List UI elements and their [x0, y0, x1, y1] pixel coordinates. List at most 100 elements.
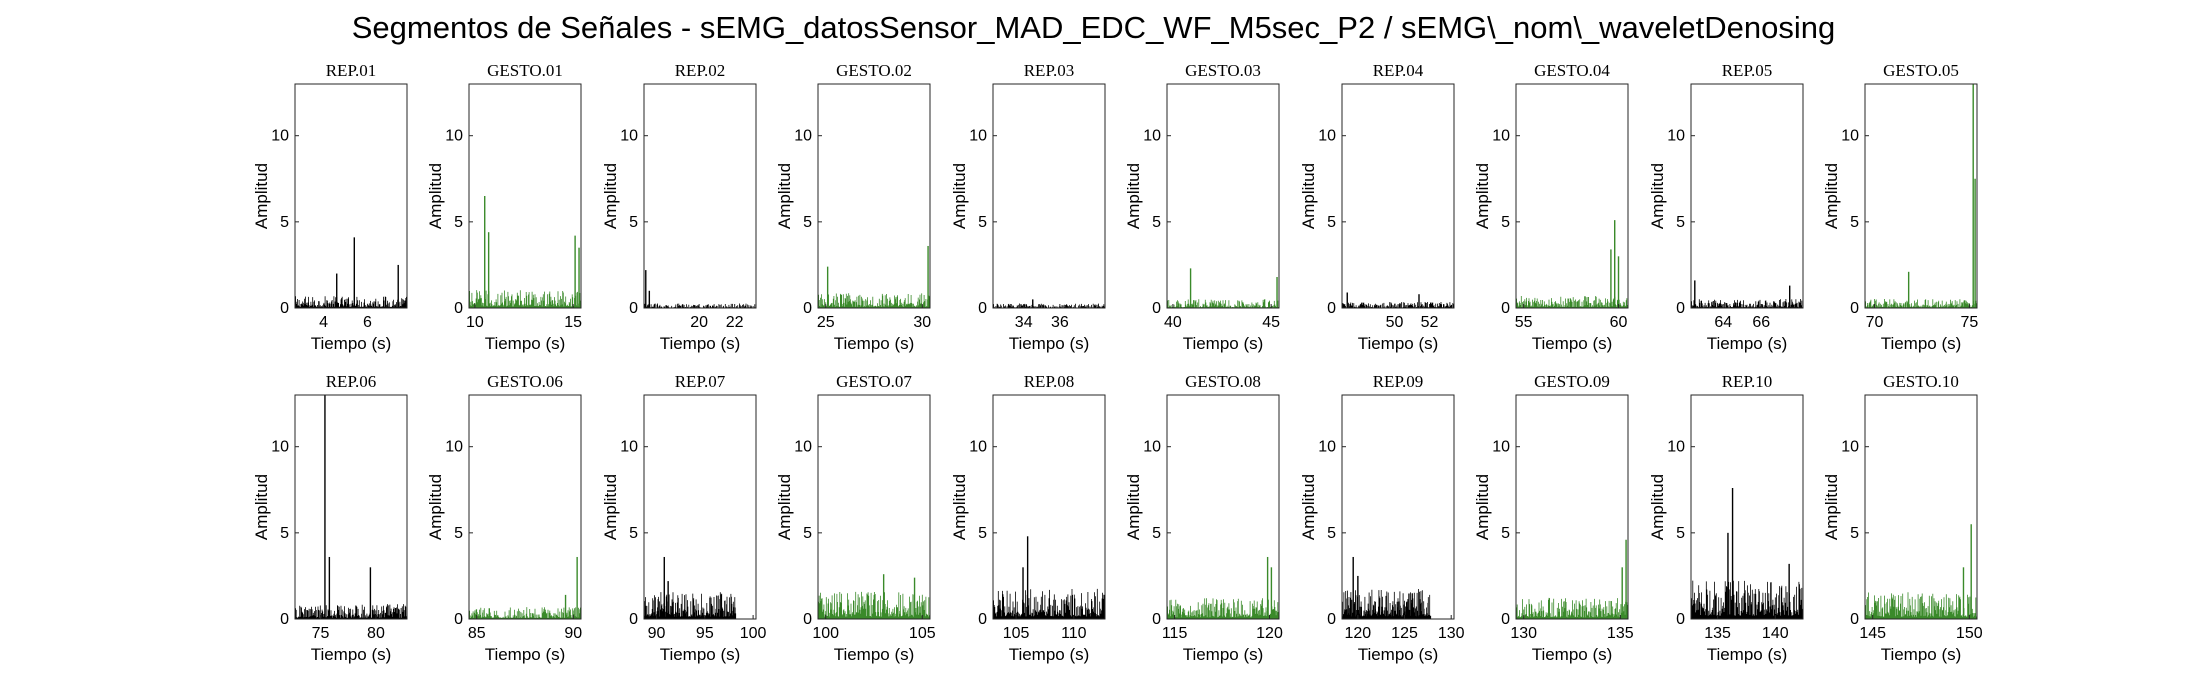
x-tick-label: 90 — [648, 625, 666, 642]
x-tick-label: 4 — [319, 314, 328, 331]
y-axis-label: Amplitud — [252, 474, 271, 540]
x-tick-label: 105 — [909, 625, 936, 642]
y-tick-label: 10 — [620, 439, 638, 456]
x-tick-label: 20 — [690, 314, 708, 331]
y-tick-label: 10 — [1492, 128, 1510, 145]
signal-trace — [1341, 302, 1455, 308]
subplot-title: GESTO.01 — [487, 61, 563, 80]
subplot-gesto-01: 0 5 10 10 15 GESTO.01 Tiempo (s) Amplitud — [426, 61, 582, 353]
x-tick-label: 75 — [312, 625, 330, 642]
subplot-rep-08: 0 5 10 105 110 REP.08 Tiempo (s) Amplitud — [950, 372, 1106, 664]
subplot-title: REP.01 — [326, 61, 377, 80]
x-tick-label: 120 — [1256, 625, 1283, 642]
x-tick-label: 150 — [1956, 625, 1983, 642]
x-axis-label: Tiempo (s) — [660, 645, 741, 664]
subplot-title: GESTO.10 — [1883, 372, 1959, 391]
x-tick-label: 45 — [1262, 314, 1280, 331]
subplot-gesto-03: 0 5 10 40 45 GESTO.03 Tiempo (s) Amplitud — [1124, 61, 1280, 353]
y-tick-label: 10 — [271, 128, 289, 145]
y-tick-label: 5 — [280, 525, 289, 542]
x-tick-label: 115 — [1162, 625, 1188, 642]
y-axis-label: Amplitud — [1822, 163, 1841, 229]
plot-frame — [1864, 83, 1978, 309]
x-tick-label: 135 — [1704, 625, 1731, 642]
y-tick-label: 10 — [1841, 128, 1859, 145]
y-tick-label: 0 — [280, 300, 289, 317]
x-tick-label: 10 — [466, 314, 484, 331]
y-axis-label: Amplitud — [601, 474, 620, 540]
plot-frame — [643, 83, 757, 309]
x-tick-label: 22 — [726, 314, 744, 331]
subplot-title: REP.06 — [326, 372, 377, 391]
subplot-title: REP.05 — [1722, 61, 1773, 80]
y-axis-label: Amplitud — [426, 163, 445, 229]
x-axis-label: Tiempo (s) — [1009, 334, 1090, 353]
x-tick-label: 100 — [740, 625, 767, 642]
x-axis-label: Tiempo (s) — [1881, 645, 1962, 664]
x-tick-label: 100 — [812, 625, 839, 642]
y-axis-label: Amplitud — [775, 474, 794, 540]
subplot-title: REP.02 — [675, 61, 726, 80]
y-axis-label: Amplitud — [1648, 474, 1667, 540]
subplot-gesto-09: 0 5 10 130 135 GESTO.09 Tiempo (s) Amplitud — [1473, 372, 1634, 664]
y-tick-label: 0 — [1850, 300, 1859, 317]
subplot-title: GESTO.09 — [1534, 372, 1610, 391]
y-axis-label: Amplitud — [1473, 474, 1492, 540]
x-tick-label: 145 — [1859, 625, 1886, 642]
y-tick-label: 5 — [978, 214, 987, 231]
subplot-rep-04: 0 5 10 50 52 REP.04 Tiempo (s) Amplitud — [1299, 61, 1455, 353]
x-tick-label: 105 — [1003, 625, 1030, 642]
y-tick-label: 5 — [1327, 214, 1336, 231]
y-axis-label: Amplitud — [1648, 163, 1667, 229]
signal-trace — [992, 303, 1106, 308]
subplot-title: GESTO.06 — [487, 372, 563, 391]
x-axis-label: Tiempo (s) — [660, 334, 741, 353]
y-axis-label: Amplitud — [950, 474, 969, 540]
signal-trace — [468, 290, 582, 308]
signal-trace — [294, 296, 408, 308]
signal-trace — [1864, 299, 1978, 308]
plot-frame — [1690, 394, 1804, 620]
x-tick-label: 75 — [1961, 314, 1979, 331]
y-axis-label: Amplitud — [1124, 163, 1143, 229]
subplot-title: REP.08 — [1024, 372, 1075, 391]
y-tick-label: 0 — [1327, 611, 1336, 628]
y-tick-label: 5 — [1152, 214, 1161, 231]
y-tick-label: 0 — [454, 611, 463, 628]
plot-frame — [1864, 394, 1978, 620]
x-tick-label: 120 — [1345, 625, 1372, 642]
x-axis-label: Tiempo (s) — [1183, 334, 1264, 353]
signal-trace — [1341, 589, 1432, 619]
y-axis-label: Amplitud — [1299, 163, 1318, 229]
y-tick-label: 10 — [794, 128, 812, 145]
x-tick-label: 140 — [1762, 625, 1789, 642]
y-tick-label: 0 — [280, 611, 289, 628]
x-axis-label: Tiempo (s) — [834, 645, 915, 664]
subplot-title: GESTO.05 — [1883, 61, 1959, 80]
figure-title: Segmentos de Señales - sEMG_datosSensor_… — [351, 10, 1836, 45]
x-axis-label: Tiempo (s) — [311, 645, 392, 664]
x-axis-label: Tiempo (s) — [1183, 645, 1264, 664]
y-tick-label: 0 — [1676, 611, 1685, 628]
x-tick-label: 130 — [1438, 625, 1465, 642]
x-tick-label: 95 — [696, 625, 714, 642]
y-tick-label: 0 — [803, 611, 812, 628]
signal-trace — [1690, 299, 1804, 308]
signal-trace — [1515, 597, 1629, 619]
x-axis-label: Tiempo (s) — [485, 645, 566, 664]
y-tick-label: 5 — [629, 525, 638, 542]
x-tick-label: 135 — [1607, 625, 1634, 642]
x-tick-label: 40 — [1164, 314, 1182, 331]
subplot-rep-07: 0 5 10 90 95 100 REP.07 Tiempo (s) Amplitud — [601, 372, 767, 664]
subplot-rep-05: 0 5 10 64 66 REP.05 Tiempo (s) Amplitud — [1648, 61, 1804, 353]
x-axis-label: Tiempo (s) — [1009, 645, 1090, 664]
x-axis-label: Tiempo (s) — [834, 334, 915, 353]
subplot-rep-03: 0 5 10 34 36 REP.03 Tiempo (s) Amplitud — [950, 61, 1106, 353]
subplot-title: REP.03 — [1024, 61, 1075, 80]
y-tick-label: 10 — [1667, 128, 1685, 145]
subplot-gesto-02: 0 5 10 25 30 GESTO.02 Tiempo (s) Amplitud — [775, 61, 931, 353]
y-axis-label: Amplitud — [601, 163, 620, 229]
subplot-title: GESTO.02 — [836, 61, 912, 80]
x-tick-label: 80 — [367, 625, 385, 642]
